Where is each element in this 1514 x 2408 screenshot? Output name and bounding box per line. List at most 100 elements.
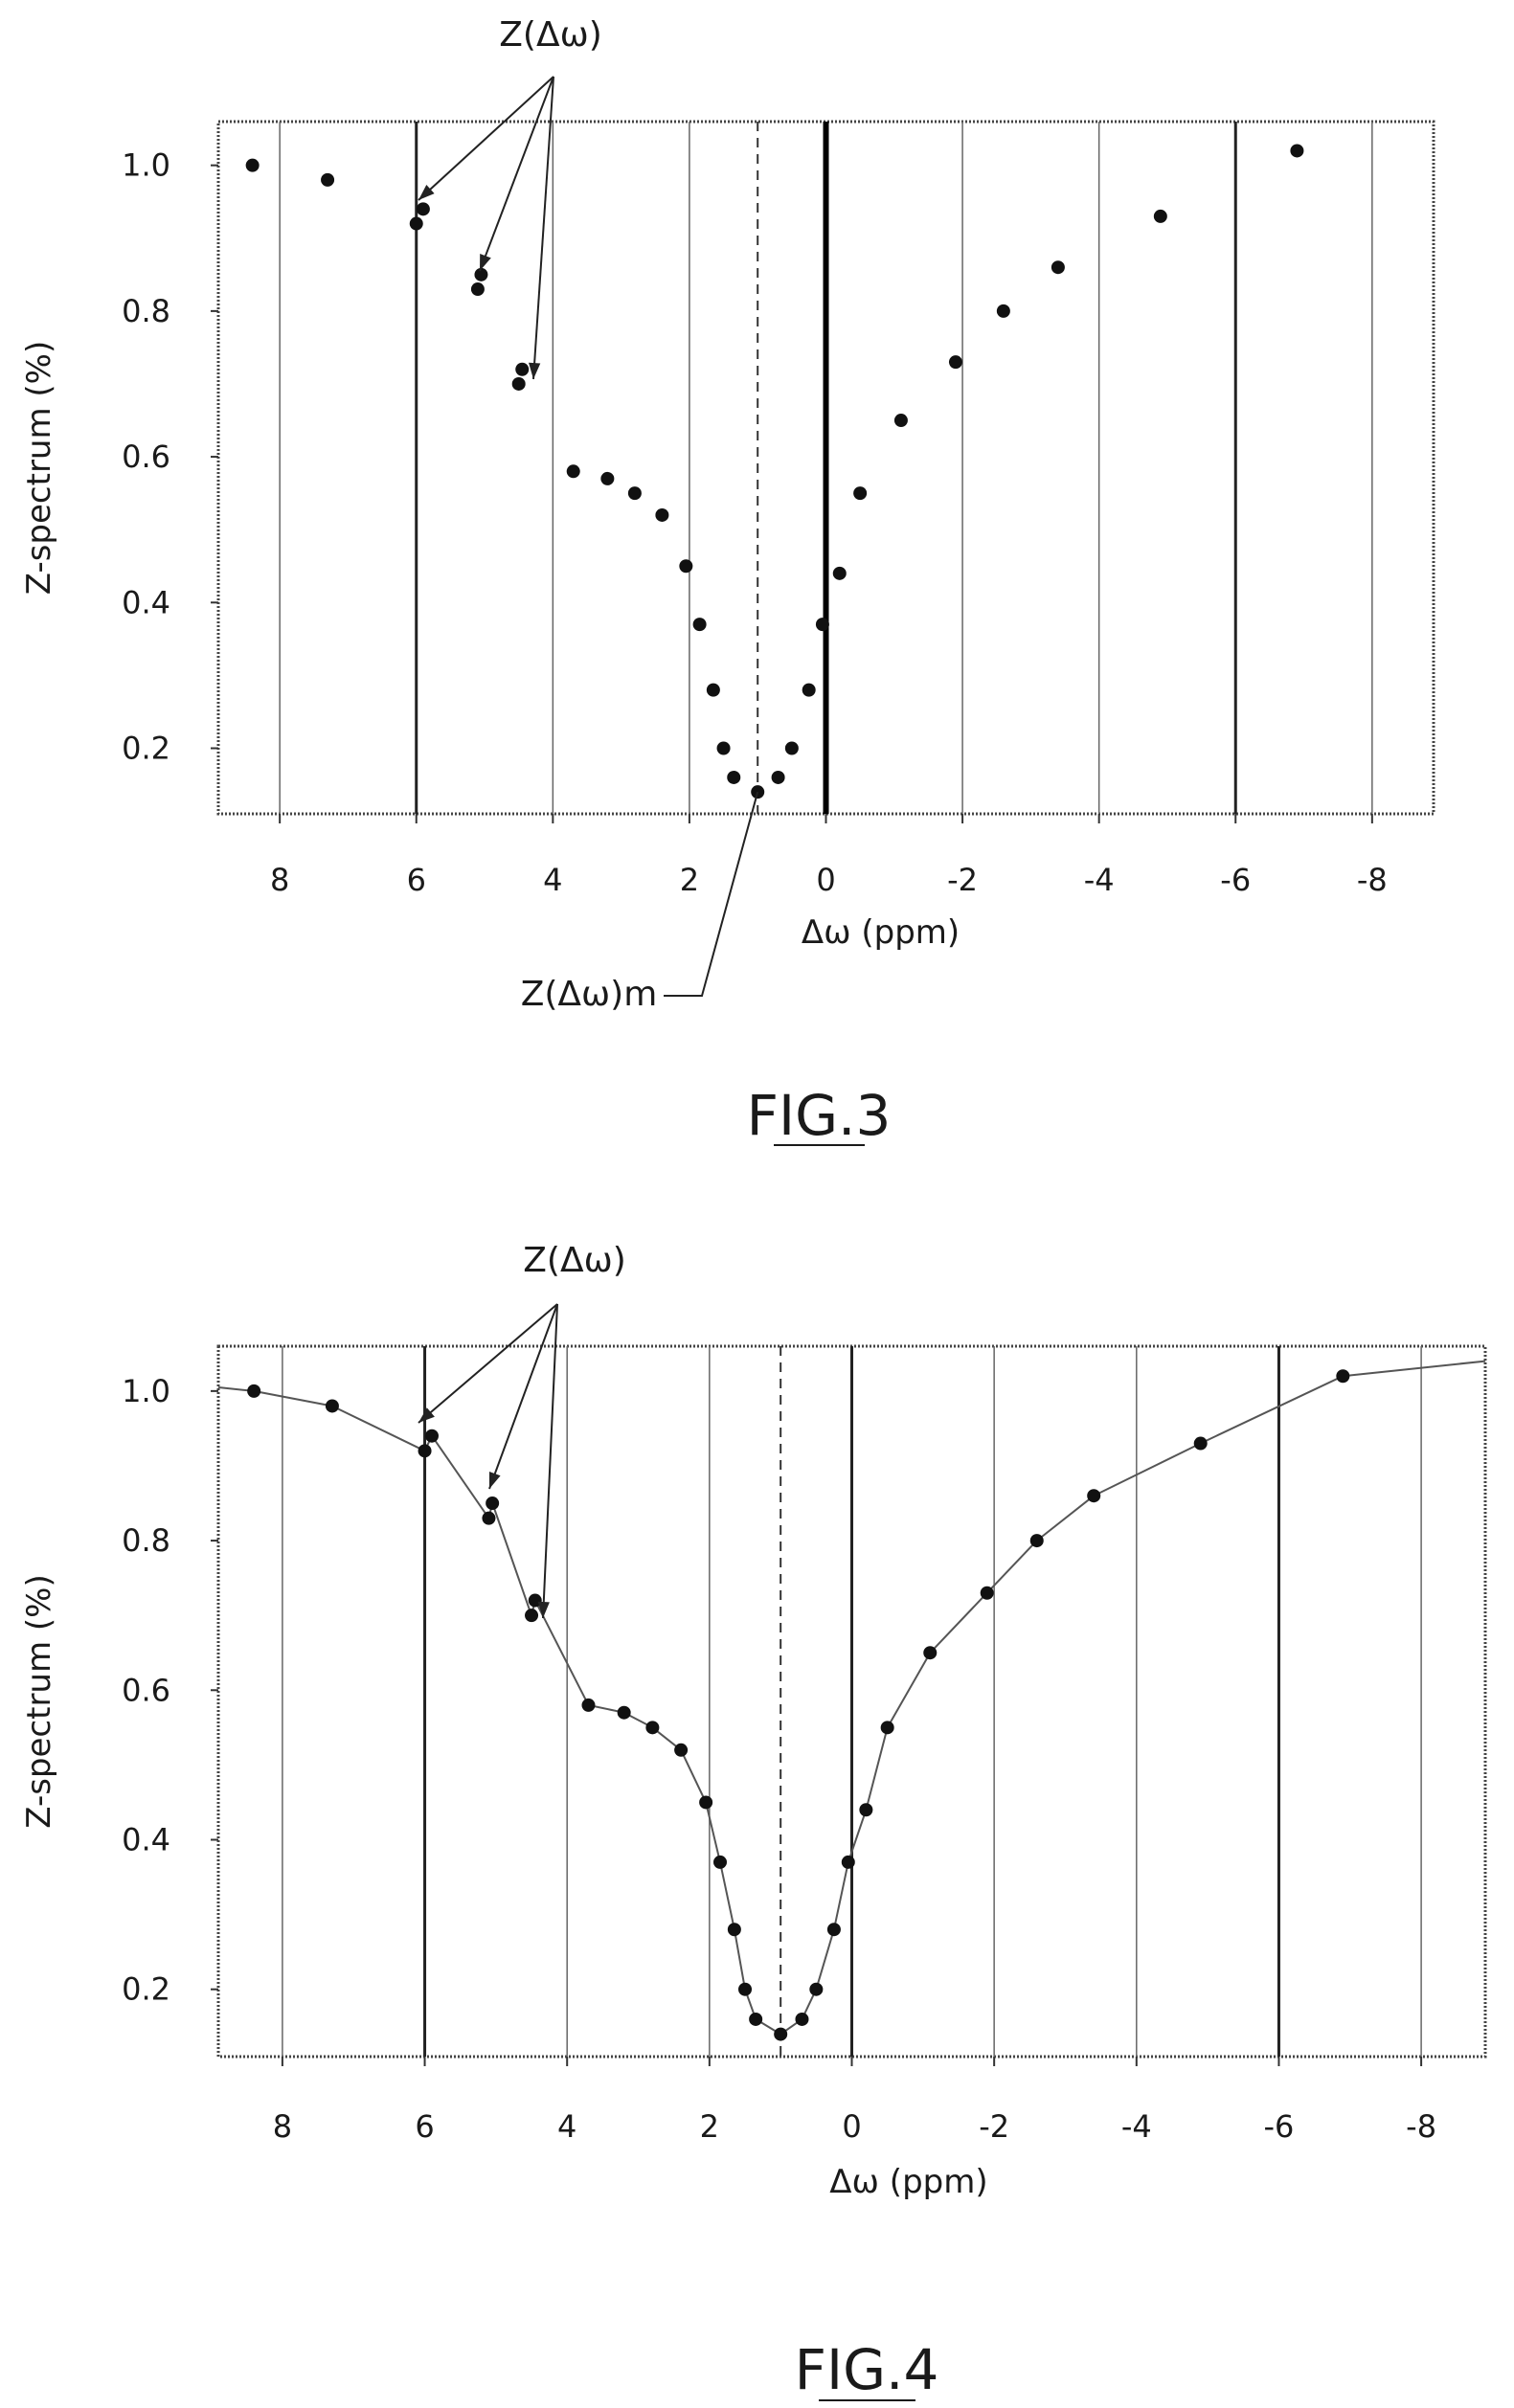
fig3-y-tick-label: 0.8 <box>122 293 170 329</box>
fig4-x-tick-label: 2 <box>700 2108 719 2145</box>
fig4-x-tick-label: 6 <box>415 2108 434 2145</box>
fig4-x-tick-label: -4 <box>1121 2108 1152 2145</box>
fig4-z-annotation-label: Z(Δω) <box>523 1241 626 1280</box>
fig4-x-tick-label: 4 <box>557 2108 576 2145</box>
fig3-x-tick-label: 4 <box>543 862 562 898</box>
fig3-x-axis-title: Δω (ppm) <box>802 913 960 952</box>
fig4-data-point <box>774 2027 788 2041</box>
fig4-data-point <box>826 1923 841 1937</box>
fig4-data-point <box>880 1721 894 1735</box>
fig4-data-point <box>528 1593 542 1608</box>
fig3-data-point <box>409 216 423 231</box>
fig4-data-point <box>859 1803 873 1817</box>
fig4-data-point <box>581 1698 596 1712</box>
fig4-x-tick-label: -8 <box>1406 2108 1436 2145</box>
fig4-annotation-arrow <box>418 1303 558 1424</box>
fig4-data-point <box>980 1586 994 1600</box>
fig4-data-point <box>923 1646 938 1660</box>
fig3-data-point <box>245 158 260 172</box>
fig4-x-tick-label: 8 <box>273 2108 292 2145</box>
fig3-data-point <box>893 414 908 428</box>
fig3-y-tick-label: 0.2 <box>122 731 170 767</box>
fig3-x-tick-label: 6 <box>407 862 426 898</box>
fig3-annotation-arrowhead <box>418 185 435 200</box>
fig4-chart: 0.2 0.4 0.6 0.8 1.0 8 6 4 2 0 -2 -4 -6 -8 Δω (ppm) Z-sp… <box>20 1241 1487 2201</box>
fig3-x-tick-label: -8 <box>1357 862 1388 898</box>
fig4-x-tick-label: -2 <box>979 2108 1009 2145</box>
fig3-data-point <box>948 355 962 370</box>
fig4-annotation-arrowhead <box>537 1601 550 1618</box>
fig3-data-point <box>784 741 799 755</box>
fig3-annotation-arrowhead <box>480 254 491 271</box>
fig4-data-point <box>1087 1489 1101 1503</box>
fig3-data-point <box>1290 144 1304 158</box>
fig4-annotation-arrowhead <box>418 1407 435 1423</box>
fig3-data-point <box>470 282 485 297</box>
fig4-y-tick-label: 1.0 <box>122 1373 170 1409</box>
fig3-x-tick-label: -6 <box>1220 862 1251 898</box>
fig3-y-tick-label: 0.6 <box>122 439 170 475</box>
fig4-data-point <box>1336 1369 1350 1384</box>
fig3-x-tick-label: 0 <box>816 862 835 898</box>
fig4-data-point <box>738 1982 753 1996</box>
fig4-data-point <box>727 1923 741 1937</box>
fig4-data-point <box>749 2012 763 2026</box>
fig3-data-point <box>771 770 785 784</box>
fig3-data-point <box>1153 209 1167 223</box>
fig3-y-tick-label: 0.4 <box>122 584 170 620</box>
fig4-annotation-arrowhead <box>489 1472 501 1489</box>
fig3-data-point <box>566 464 580 479</box>
fig3-data-point <box>716 741 731 755</box>
fig3-x-tick-label: -2 <box>947 862 978 898</box>
fig4-data-point <box>712 1855 727 1869</box>
fig3-data-point <box>600 471 615 485</box>
fig3-data-point <box>679 559 693 574</box>
fig3-annotation-arrow <box>532 76 554 380</box>
fig4-data-point <box>325 1399 339 1413</box>
fig3-data-point <box>627 486 642 501</box>
fig3-data-point <box>511 376 526 391</box>
fig3-data-point <box>1051 260 1065 275</box>
fig4-y-tick-label: 0.8 <box>122 1522 170 1559</box>
fig3-data-point <box>706 683 720 697</box>
fig4-y-tick-label: 0.4 <box>122 1821 170 1857</box>
fig3-annotation-arrowhead <box>529 362 541 379</box>
fig3-y-axis-title: Z-spectrum (%) <box>20 341 58 596</box>
fig3-y-tick-label: 1.0 <box>122 147 170 184</box>
fig3-annotation-arrow <box>479 76 554 272</box>
fig3-data-point <box>692 618 707 632</box>
fig3-data-point <box>515 362 530 376</box>
fig4-y-tick-label: 0.6 <box>122 1672 170 1708</box>
fig3-data-point <box>802 683 816 697</box>
fig4-data-point <box>486 1497 500 1511</box>
fig4-data-point <box>841 1855 855 1869</box>
fig4-annotation-arrow <box>542 1303 558 1619</box>
fig4-data-point <box>424 1429 439 1443</box>
fig4-data-point <box>699 1795 713 1810</box>
fig4-data-point <box>674 1743 689 1757</box>
fig4-data-point <box>1029 1534 1044 1548</box>
fig4-data-point <box>525 1609 539 1623</box>
fig3-x-tick-label: -4 <box>1084 862 1115 898</box>
fig3-data-point <box>815 618 829 632</box>
fig4-data-point <box>795 2012 809 2026</box>
fig4-data-point <box>809 1982 824 1996</box>
fig4-y-tick-label: 0.2 <box>122 1971 170 2008</box>
fig4-data-point <box>418 1444 432 1458</box>
fig4-x-axis-title: Δω (ppm) <box>829 2163 987 2201</box>
fig3-z-annotation-label: Z(Δω) <box>499 15 602 55</box>
fig3-data-point <box>474 267 488 281</box>
fig3-x-tick-label: 2 <box>680 862 699 898</box>
fig3-zmin-annotation-label: Z(Δω)m <box>521 975 658 1014</box>
fig4-caption: FIG.4 <box>795 2337 939 2402</box>
fig4-x-tick-label: -6 <box>1264 2108 1295 2145</box>
fig3-data-point <box>727 770 741 784</box>
fig4-annotation-arrow <box>488 1303 558 1490</box>
fig3-data-point <box>416 202 430 216</box>
fig3-data-point <box>853 486 868 501</box>
fig3-data-point <box>832 566 847 580</box>
fig3-data-point <box>321 172 335 187</box>
fig3-data-point <box>996 304 1010 318</box>
fig3-zmin-leader-line <box>664 791 759 997</box>
